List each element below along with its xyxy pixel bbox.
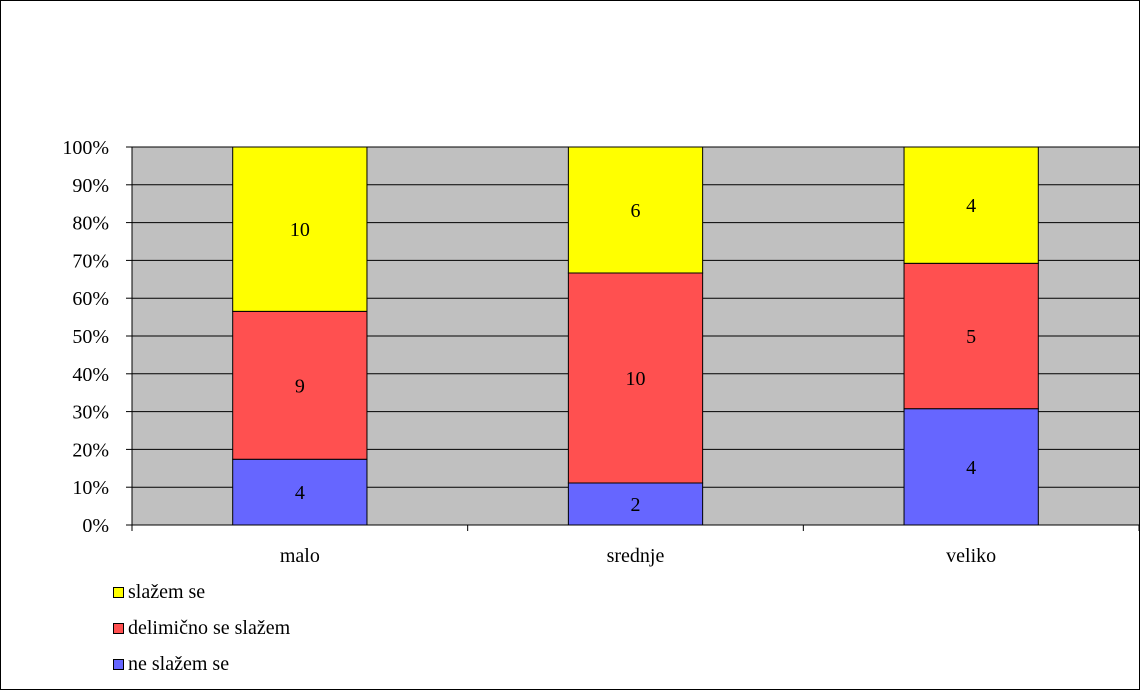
y-tick-label: 100% — [62, 137, 109, 159]
x-category-label: malo — [280, 545, 320, 567]
data-label: 5 — [966, 326, 976, 348]
bar-segment — [903, 408, 1039, 526]
y-tick-label: 40% — [72, 364, 109, 386]
y-tick-label: 80% — [72, 213, 109, 235]
legend-swatch — [113, 658, 124, 670]
bar-segment — [232, 458, 368, 526]
legend-item: slažem se — [113, 574, 290, 610]
y-tick-label: 10% — [72, 477, 109, 499]
bar-segment — [567, 272, 704, 484]
data-label: 10 — [290, 219, 310, 241]
legend: slažem se delimično se slažem ne slažem se — [113, 574, 290, 682]
legend-swatch — [113, 622, 124, 634]
x-category-label: srednje — [607, 545, 665, 567]
y-tick-label: 90% — [72, 175, 109, 197]
x-category-label: veliko — [946, 545, 996, 567]
y-tick-label: 30% — [72, 402, 109, 424]
data-label: 10 — [626, 368, 646, 390]
y-tick-label: 0% — [82, 515, 109, 537]
legend-item: delimično se slažem — [113, 610, 290, 646]
bar-segment — [903, 146, 1039, 264]
legend-swatch — [113, 586, 124, 598]
legend-label: slažem se — [128, 580, 206, 603]
y-tick-label: 50% — [72, 326, 109, 348]
bar-segment — [567, 482, 704, 526]
data-label: 2 — [631, 494, 641, 516]
legend-label: delimično se slažem — [128, 616, 291, 639]
y-tick-label: 60% — [72, 288, 109, 310]
bar-segment — [232, 310, 368, 460]
data-label: 9 — [295, 375, 305, 397]
data-label: 4 — [966, 195, 976, 217]
data-label: 4 — [966, 457, 976, 479]
legend-item: ne slažem se — [113, 646, 290, 682]
bar-segment — [232, 146, 368, 312]
data-label: 6 — [631, 200, 641, 222]
y-tick-label: 20% — [72, 439, 109, 461]
y-tick-label: 70% — [72, 250, 109, 272]
legend-label: ne slažem se — [128, 652, 230, 675]
bar-segment — [567, 146, 704, 274]
bar-segment — [903, 262, 1039, 410]
data-label: 4 — [295, 482, 305, 504]
